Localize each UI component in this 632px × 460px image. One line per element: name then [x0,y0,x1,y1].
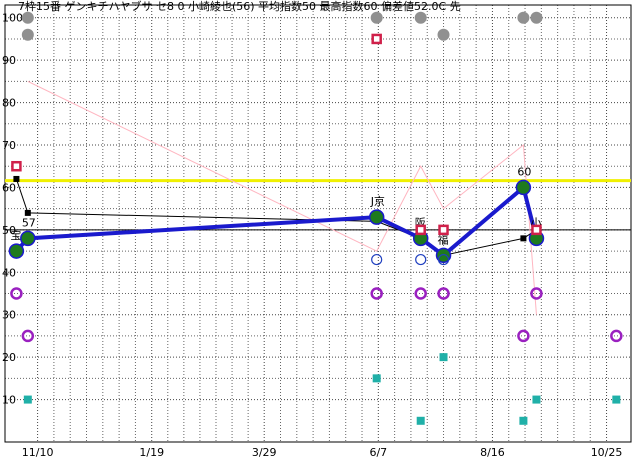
point-label: 60 [517,165,531,178]
index-point [515,179,532,196]
index-point [20,230,36,247]
circle-marker [530,287,543,300]
y-tick-label: 30 [2,309,16,322]
point-label: 57 [22,216,36,229]
index-point [435,247,452,264]
base-point [13,175,20,182]
base-point [520,235,527,242]
y-tick-label: 90 [2,54,16,67]
circle-marker [414,11,427,24]
circle-marker [21,329,35,343]
circle-marker [437,253,450,266]
point-label: J京 [370,194,385,208]
circle-marker [437,287,450,300]
square-marker [23,395,32,404]
y-tick-label: 70 [2,139,16,152]
square-marker [439,353,448,362]
square-marker [372,374,381,383]
x-tick-label: 8/16 [480,446,505,459]
x-tick-label: 1/19 [139,446,164,459]
circle-marker [610,329,623,343]
point-label: 福 [438,232,449,246]
circle-marker [414,287,427,300]
circle-marker [517,329,530,343]
y-tick-label: 20 [2,351,16,364]
square-marker [531,224,542,236]
x-tick-label: 10/25 [591,446,623,459]
square-marker [415,224,426,236]
circle-marker [21,28,34,41]
y-tick-label: 80 [2,97,16,110]
plot-frame [4,4,632,443]
circle-marker [10,287,23,300]
chart-title: 7枠15番 ゲンキチハヤブサ セ8 0 小崎綾也(56) 平均指数50 最高指数… [18,0,461,13]
square-marker [416,416,425,425]
index-point [8,243,25,259]
square-marker [612,395,621,404]
x-tick-label: 3/29 [252,446,277,459]
square-marker [371,33,382,45]
x-tick-label: 11/10 [22,446,54,459]
peak-line [27,80,537,315]
square-marker [11,160,22,172]
square-marker [532,395,541,404]
y-tick-label: 100 [2,12,23,25]
square-marker [519,416,528,425]
x-tick-label: 6/7 [369,446,387,459]
point-label: 小 [530,216,541,229]
circle-marker [530,11,543,24]
circle-marker [370,11,383,24]
point-label: 阪 [415,215,426,229]
circle-marker [517,11,530,24]
point-label: 宝 [10,228,21,242]
circle-marker [370,287,383,300]
index-point [368,209,385,225]
circle-marker [415,253,427,266]
circle-marker [371,253,383,266]
base-point [24,209,31,216]
y-tick-label: 10 [2,394,16,407]
circle-marker [437,28,450,41]
circle-marker [21,11,34,24]
y-tick-label: 60 [2,181,16,194]
square-marker [438,224,449,236]
y-tick-label: 40 [2,266,16,279]
